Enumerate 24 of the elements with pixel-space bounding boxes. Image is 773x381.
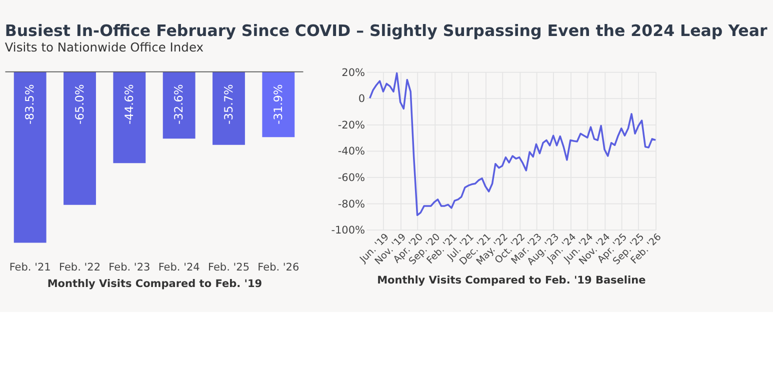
chart-subtitle: Visits to Nationwide Office Index bbox=[4, 40, 204, 55]
data-label: -31.9% bbox=[270, 84, 285, 124]
y-tick-label: -20% bbox=[338, 119, 366, 132]
x-tick-label: Feb. '23 bbox=[108, 261, 150, 274]
x-axis-title: Monthly Visits Compared to Feb. '19 Baseline bbox=[377, 274, 646, 286]
data-label: -35.7% bbox=[221, 84, 236, 124]
y-tick-label: -100% bbox=[331, 224, 366, 237]
x-tick-label: Feb. '21 bbox=[9, 261, 51, 274]
x-tick-label: Feb. '24 bbox=[158, 261, 200, 274]
y-tick-label: 0 bbox=[358, 93, 366, 106]
y-tick-label: -60% bbox=[338, 172, 366, 184]
y-tick-label: -80% bbox=[338, 198, 366, 210]
x-axis-title: Monthly Visits Compared to Feb. '19 bbox=[47, 278, 262, 290]
data-label: -65.0% bbox=[72, 84, 86, 124]
x-tick-label: Feb. '26 bbox=[258, 261, 300, 274]
x-tick-label: Feb. '22 bbox=[58, 261, 101, 274]
line-series bbox=[368, 72, 656, 216]
data-label: -44.6% bbox=[122, 84, 136, 124]
y-tick-label: 20% bbox=[342, 66, 366, 79]
text: Busiest In-Office February Since COVID – Slightly Surpassing Even the 2024 Leap Year bbox=[4, 20, 768, 40]
data-label: -32.6% bbox=[172, 84, 186, 124]
data-label: -83.5% bbox=[22, 84, 37, 124]
y-tick-label: -40% bbox=[338, 146, 366, 158]
x-tick-label: Feb. '25 bbox=[208, 261, 250, 274]
